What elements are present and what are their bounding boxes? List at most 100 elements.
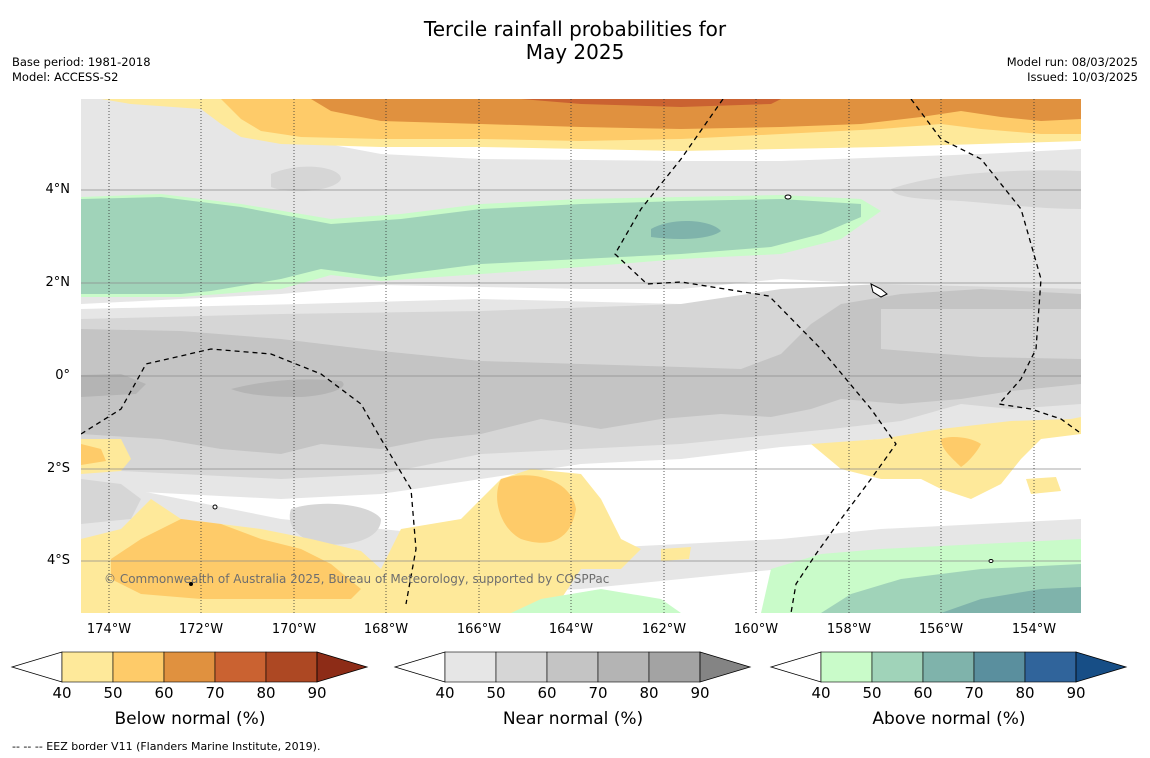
colorbar-segment xyxy=(820,651,873,683)
island-southwest xyxy=(189,582,193,586)
island-kiritimati xyxy=(870,283,888,298)
colorbar-segment-under xyxy=(393,651,446,683)
colorbar-segment xyxy=(546,651,599,683)
model-info: Base period: 1981-2018 Model: ACCESS-S2 xyxy=(12,55,151,85)
colorbar-segment xyxy=(871,651,924,683)
lon-label-166w: 166°W xyxy=(456,622,502,637)
colorbar-segment xyxy=(214,651,267,683)
near-normal-east-mid xyxy=(881,309,1081,359)
lon-label-170w: 170°W xyxy=(271,622,317,637)
near-normal-south-gray xyxy=(289,503,381,545)
lon-label-168w: 168°W xyxy=(363,622,409,637)
colorbar-segment-over xyxy=(1075,651,1128,683)
below-normal-60-north xyxy=(311,99,1081,129)
colorbar-segment-under xyxy=(769,651,822,683)
cb-below-tick-90: 90 xyxy=(307,684,327,702)
colorbars xyxy=(10,651,1128,683)
issued-date: Issued: 10/03/2025 xyxy=(1027,70,1138,84)
eez-borders xyxy=(81,99,1080,613)
near-normal-equator-dark xyxy=(81,374,146,397)
lon-label-172w: 172°W xyxy=(178,622,224,637)
run-info: Model run: 08/03/2025 Issued: 10/03/2025 xyxy=(1007,55,1138,85)
colorbar-below-normal xyxy=(10,651,369,683)
lon-label-154w: 154°W xyxy=(1011,622,1057,637)
colorbar-segment-over xyxy=(699,651,752,683)
cb-below-tick-40: 40 xyxy=(52,684,72,702)
model-name: Model: ACCESS-S2 xyxy=(12,70,119,84)
colorbar-above-normal xyxy=(769,651,1128,683)
colorbar-near-title: Near normal (%) xyxy=(502,709,644,729)
cb-above-tick-50: 50 xyxy=(862,684,882,702)
below-normal-south xyxy=(81,417,1081,613)
island-southeast xyxy=(988,559,994,563)
cb-above-tick-90: 90 xyxy=(1066,684,1086,702)
cb-above-tick-40: 40 xyxy=(811,684,831,702)
islands xyxy=(189,194,994,586)
lon-label-156w: 156°W xyxy=(918,622,964,637)
cb-near-tick-70: 70 xyxy=(588,684,608,702)
colorbar-segment xyxy=(265,651,318,683)
cb-below-tick-50: 50 xyxy=(103,684,123,702)
colorbar-segment xyxy=(922,651,975,683)
below-normal-40-east xyxy=(811,417,1081,499)
island-malden-north xyxy=(784,194,792,200)
colorbar-below-title: Below normal (%) xyxy=(114,709,266,729)
lon-label-174w: 174°W xyxy=(86,622,132,637)
above-normal-60-spot xyxy=(651,220,721,239)
title-line-1: Tercile rainfall probabilities for xyxy=(423,17,727,41)
colorbar-segment xyxy=(973,651,1026,683)
colorbar-segment xyxy=(163,651,216,683)
colorbar-segment xyxy=(112,651,165,683)
cb-above-tick-70: 70 xyxy=(964,684,984,702)
cb-near-tick-50: 50 xyxy=(486,684,506,702)
colorbar-segment xyxy=(648,651,701,683)
below-normal-50-sw xyxy=(81,444,106,465)
below-normal-50-central xyxy=(497,475,576,543)
near-normal-north-gray xyxy=(271,166,341,192)
model-run: Model run: 08/03/2025 xyxy=(1006,55,1138,69)
cb-above-tick-80: 80 xyxy=(1015,684,1035,702)
cb-near-tick-40: 40 xyxy=(435,684,455,702)
near-normal-equator-mid xyxy=(81,289,1081,454)
near-normal-equator-dark-2 xyxy=(231,379,344,397)
colorbar-segment xyxy=(61,651,114,683)
below-normal-north xyxy=(101,99,1081,151)
colorbar-segment xyxy=(444,651,497,683)
base-period: Base period: 1981-2018 xyxy=(12,55,151,69)
cb-near-tick-80: 80 xyxy=(639,684,659,702)
lat-label-2n: 2°N xyxy=(45,275,71,290)
below-normal-40-south-spot xyxy=(661,547,691,561)
colorbar-segment xyxy=(495,651,548,683)
title-line-2: May 2025 xyxy=(525,40,625,64)
cb-near-tick-90: 90 xyxy=(690,684,710,702)
above-normal-band xyxy=(81,194,881,297)
forecast-map xyxy=(81,99,1081,613)
below-normal-70-north xyxy=(521,99,781,107)
colorbar-segment-over xyxy=(316,651,369,683)
above-normal-60-se xyxy=(941,587,1081,613)
colorbar-segment xyxy=(1024,651,1077,683)
colorbar-segment-under xyxy=(10,651,63,683)
near-normal-southwest-gray xyxy=(81,479,141,524)
colorbar-near-normal xyxy=(393,651,752,683)
eez-border-kiribati-line xyxy=(614,99,897,613)
cb-above-tick-60: 60 xyxy=(913,684,933,702)
copyright-notice: © Commonwealth of Australia 2025, Bureau… xyxy=(104,572,610,586)
island-small-south xyxy=(212,504,218,510)
graticule xyxy=(81,99,1081,613)
lat-label-4s: 4°S xyxy=(46,553,70,568)
map-title: Tercile rainfall probabilities for May 2… xyxy=(0,18,1150,64)
lon-label-162w: 162°W xyxy=(641,622,687,637)
above-normal-southeast xyxy=(511,539,1081,613)
below-normal-50-east xyxy=(941,436,981,467)
lon-label-158w: 158°W xyxy=(826,622,872,637)
cb-below-tick-60: 60 xyxy=(154,684,174,702)
above-normal-40-south xyxy=(511,589,681,613)
lat-label-2s: 2°S xyxy=(46,461,70,476)
lon-label-160w: 160°W xyxy=(733,622,779,637)
eez-border-east xyxy=(910,99,1080,433)
colorbar-above-title: Above normal (%) xyxy=(872,709,1026,729)
colorbar-segment xyxy=(597,651,650,683)
eez-border-southwest xyxy=(81,348,417,605)
cb-below-tick-80: 80 xyxy=(256,684,276,702)
